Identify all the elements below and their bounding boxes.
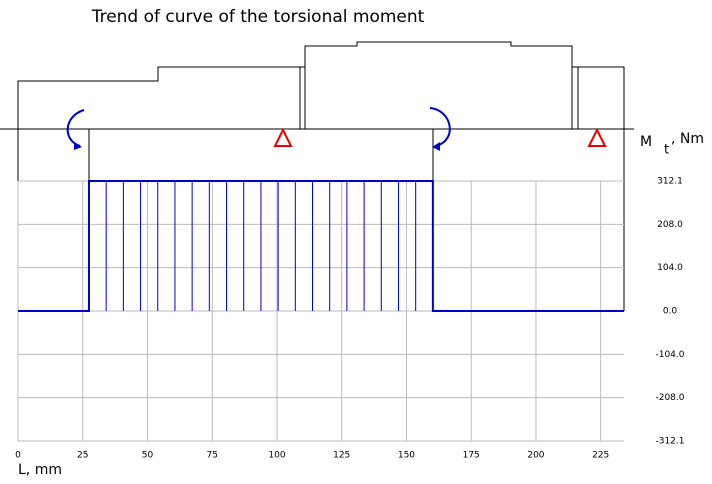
x-tick-label: 0	[15, 451, 21, 461]
chart-title: Trend of curve of the torsional moment	[91, 7, 425, 27]
y-label-symbol: M	[640, 134, 652, 150]
x-tick-label: 75	[207, 451, 218, 461]
y-tick-label: -208.0	[655, 393, 684, 403]
y-tick-label: -312.1	[655, 437, 684, 447]
y-label-subscript: t	[664, 143, 669, 158]
x-tick-label: 200	[527, 451, 544, 461]
x-tick-label: 100	[268, 451, 285, 461]
moment-arrow	[429, 107, 451, 147]
support	[587, 127, 607, 147]
x-tick-label: 25	[77, 451, 88, 461]
y-tick-label: -104.0	[655, 350, 684, 360]
support	[273, 127, 293, 147]
x-tick-label: 125	[333, 451, 350, 461]
x-tick-label: 50	[142, 451, 154, 461]
moment-line	[18, 180, 624, 312]
y-tick-label: 208.0	[657, 220, 683, 230]
y-tick-label: 104.0	[657, 263, 683, 273]
y-tick-label: 312.1	[657, 177, 683, 187]
x-label: L, mm	[18, 462, 62, 478]
moment-arrow-head	[74, 142, 82, 150]
y-label-unit: , Nm	[671, 131, 704, 147]
moment-arrow	[66, 109, 85, 147]
moment-arrow-head	[432, 142, 440, 151]
y-tick-label: 0.0	[663, 307, 678, 317]
x-tick-label: 150	[398, 451, 415, 461]
x-tick-label: 225	[592, 451, 609, 461]
shaft-outline	[17, 41, 625, 129]
x-tick-label: 175	[463, 451, 480, 461]
